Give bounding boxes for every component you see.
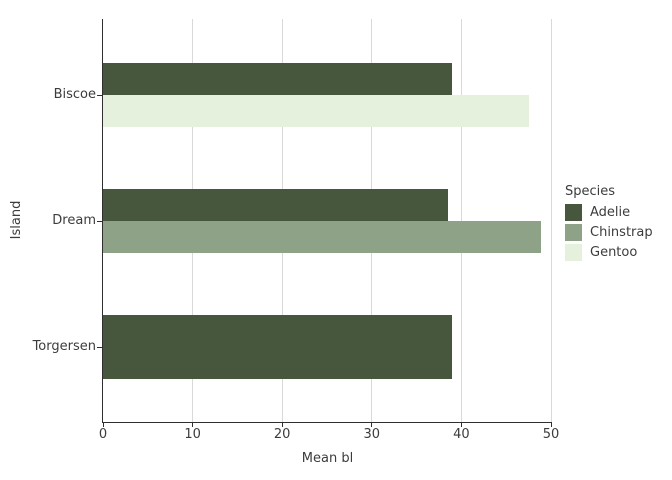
x-tick-50: [550, 423, 552, 427]
bar-biscoe-adelie: [103, 63, 453, 95]
x-axis-line: [102, 422, 552, 423]
legend: Species Adelie Chinstrap Gentoo: [565, 184, 671, 264]
bar-dream-adelie: [103, 189, 448, 221]
bar-biscoe-gentoo: [103, 95, 529, 127]
category-label-dream: Dream: [52, 213, 96, 228]
y-axis-line: [102, 19, 103, 423]
plot-area: [103, 19, 552, 422]
category-label-torgersen: Torgersen: [32, 339, 96, 354]
x-tick-0: [102, 423, 104, 427]
legend-swatch-gentoo: [565, 244, 582, 261]
legend-swatch-chinstrap: [565, 224, 582, 241]
x-tick-40: [460, 423, 462, 427]
legend-label-chinstrap: Chinstrap: [590, 225, 653, 240]
y-tick-dream: [97, 221, 102, 222]
x-tick-10: [192, 423, 194, 427]
legend-entry-chinstrap: Chinstrap: [565, 224, 671, 241]
x-tick-label-0: 0: [98, 427, 108, 442]
x-tick-label-50: 50: [542, 427, 560, 442]
y-tick-torgersen: [97, 347, 102, 348]
x-tick-20: [281, 423, 283, 427]
x-tick-label-20: 20: [273, 427, 291, 442]
legend-entry-adelie: Adelie: [565, 204, 671, 221]
gridline-x-50: [550, 19, 552, 422]
bar-dream-chinstrap: [103, 221, 541, 253]
legend-entry-gentoo: Gentoo: [565, 244, 671, 261]
legend-label-gentoo: Gentoo: [590, 245, 638, 260]
gridline-x-40: [460, 19, 462, 422]
x-tick-label-30: 30: [363, 427, 381, 442]
y-tick-biscoe: [97, 95, 102, 96]
x-tick-30: [371, 423, 373, 427]
category-label-biscoe: Biscoe: [53, 87, 96, 102]
legend-label-adelie: Adelie: [590, 205, 631, 220]
legend-entries: Adelie Chinstrap Gentoo: [565, 204, 671, 261]
x-axis-title: Mean bl: [301, 451, 354, 466]
x-tick-label-10: 10: [184, 427, 201, 442]
legend-swatch-adelie: [565, 204, 582, 221]
bar-torgersen-adelie: [103, 315, 452, 379]
x-tick-label-40: 40: [453, 427, 470, 442]
legend-title: Species: [565, 184, 616, 199]
